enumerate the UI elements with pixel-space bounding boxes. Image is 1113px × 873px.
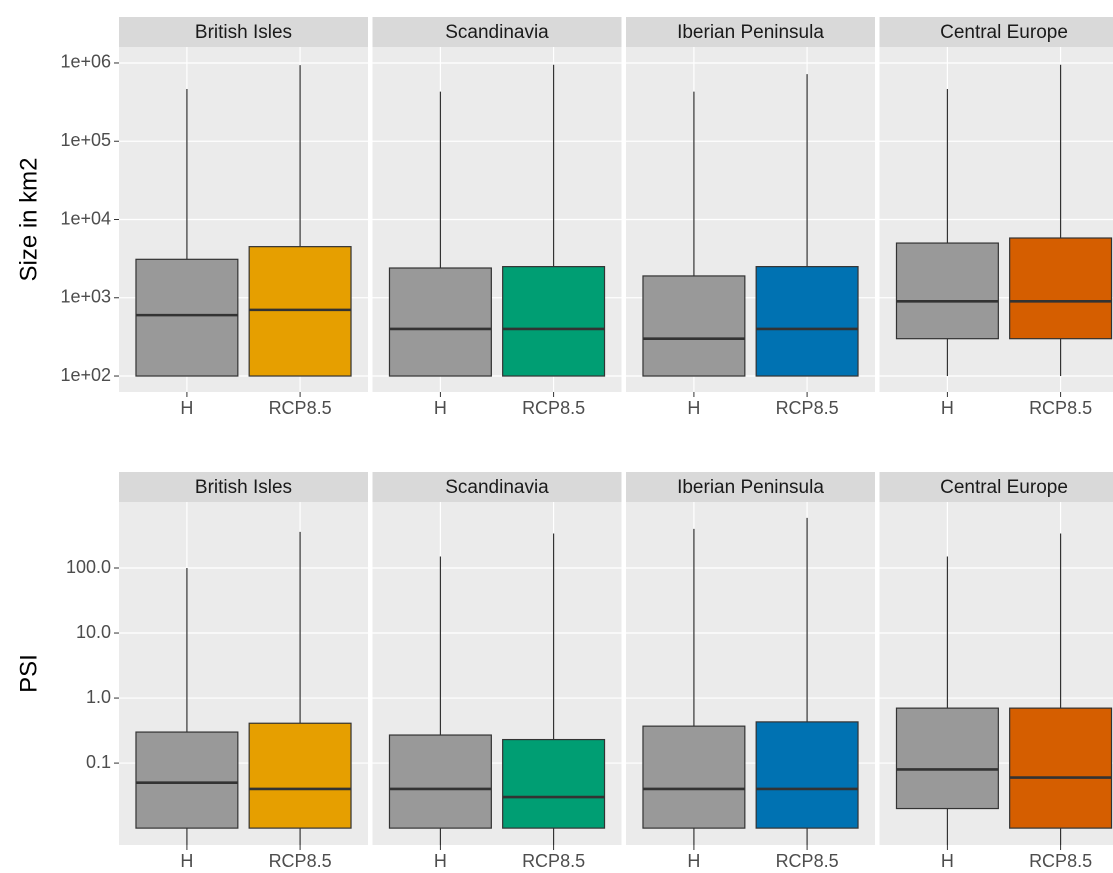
facet-title: Iberian Peninsula <box>677 477 824 498</box>
x-tick-label: RCP8.5 <box>522 398 585 418</box>
box <box>135 731 239 829</box>
strip <box>372 17 622 47</box>
box <box>1009 707 1113 829</box>
x-tick-label: RCP8.5 <box>776 851 839 871</box>
y-tick-label: 1e+06 <box>60 52 111 72</box>
x-tick-label: RCP8.5 <box>522 851 585 871</box>
x-tick-label: H <box>434 398 447 418</box>
y-tick-label: 1e+05 <box>60 130 111 150</box>
y-tick-label: 1e+03 <box>60 287 111 307</box>
y-tick-label: 100.0 <box>66 557 111 577</box>
x-tick-label: H <box>687 851 700 871</box>
strip <box>372 472 622 502</box>
panel-content <box>119 47 368 392</box>
box <box>755 266 859 377</box>
y-tick-label: 1e+04 <box>60 208 111 228</box>
panel-content <box>879 502 1113 845</box>
panel-content <box>372 47 622 392</box>
panel-content <box>372 502 622 845</box>
box <box>248 246 352 377</box>
y-tick-label: 0.1 <box>86 752 111 772</box>
y-axis-label: Size in km2 <box>15 157 42 281</box>
box <box>248 722 352 829</box>
y-tick-label: 1e+02 <box>60 365 111 385</box>
x-tick-label: H <box>180 851 193 871</box>
y-tick-label: 1.0 <box>86 687 111 707</box>
facet-title: British Isles <box>195 22 292 43</box>
strip <box>879 472 1113 502</box>
strip <box>626 472 875 502</box>
x-tick-label: H <box>941 851 954 871</box>
x-tick-label: RCP8.5 <box>269 851 332 871</box>
x-tick-label: H <box>434 851 447 871</box>
panel-content <box>119 502 368 845</box>
facet-title: Central Europe <box>940 22 1068 43</box>
box <box>388 267 492 377</box>
box <box>755 721 859 829</box>
box <box>388 734 492 829</box>
box <box>895 242 999 340</box>
y-tick-label: 10.0 <box>76 622 111 642</box>
x-tick-label: RCP8.5 <box>269 398 332 418</box>
panel-content <box>879 47 1113 392</box>
panel-content <box>626 47 875 392</box>
strip <box>626 17 875 47</box>
x-tick-label: RCP8.5 <box>1029 851 1092 871</box>
panel-content <box>626 502 875 845</box>
facet-title: Scandinavia <box>445 22 549 43</box>
facet-title: Central Europe <box>940 477 1068 498</box>
box <box>502 266 606 377</box>
facet-title: Scandinavia <box>445 477 549 498</box>
x-tick-label: H <box>180 398 193 418</box>
x-tick-label: H <box>941 398 954 418</box>
box <box>642 725 746 829</box>
strip <box>119 472 368 502</box>
strip <box>119 17 368 47</box>
box <box>502 738 606 829</box>
box <box>642 275 746 377</box>
y-axis-label: PSI <box>15 654 42 693</box>
box <box>1009 237 1113 340</box>
box <box>135 258 239 377</box>
box <box>895 707 999 810</box>
facet-title: Iberian Peninsula <box>677 22 824 43</box>
strip <box>879 17 1113 47</box>
x-tick-label: RCP8.5 <box>1029 398 1092 418</box>
facet-title: British Isles <box>195 477 292 498</box>
x-tick-label: H <box>687 398 700 418</box>
x-tick-label: RCP8.5 <box>776 398 839 418</box>
